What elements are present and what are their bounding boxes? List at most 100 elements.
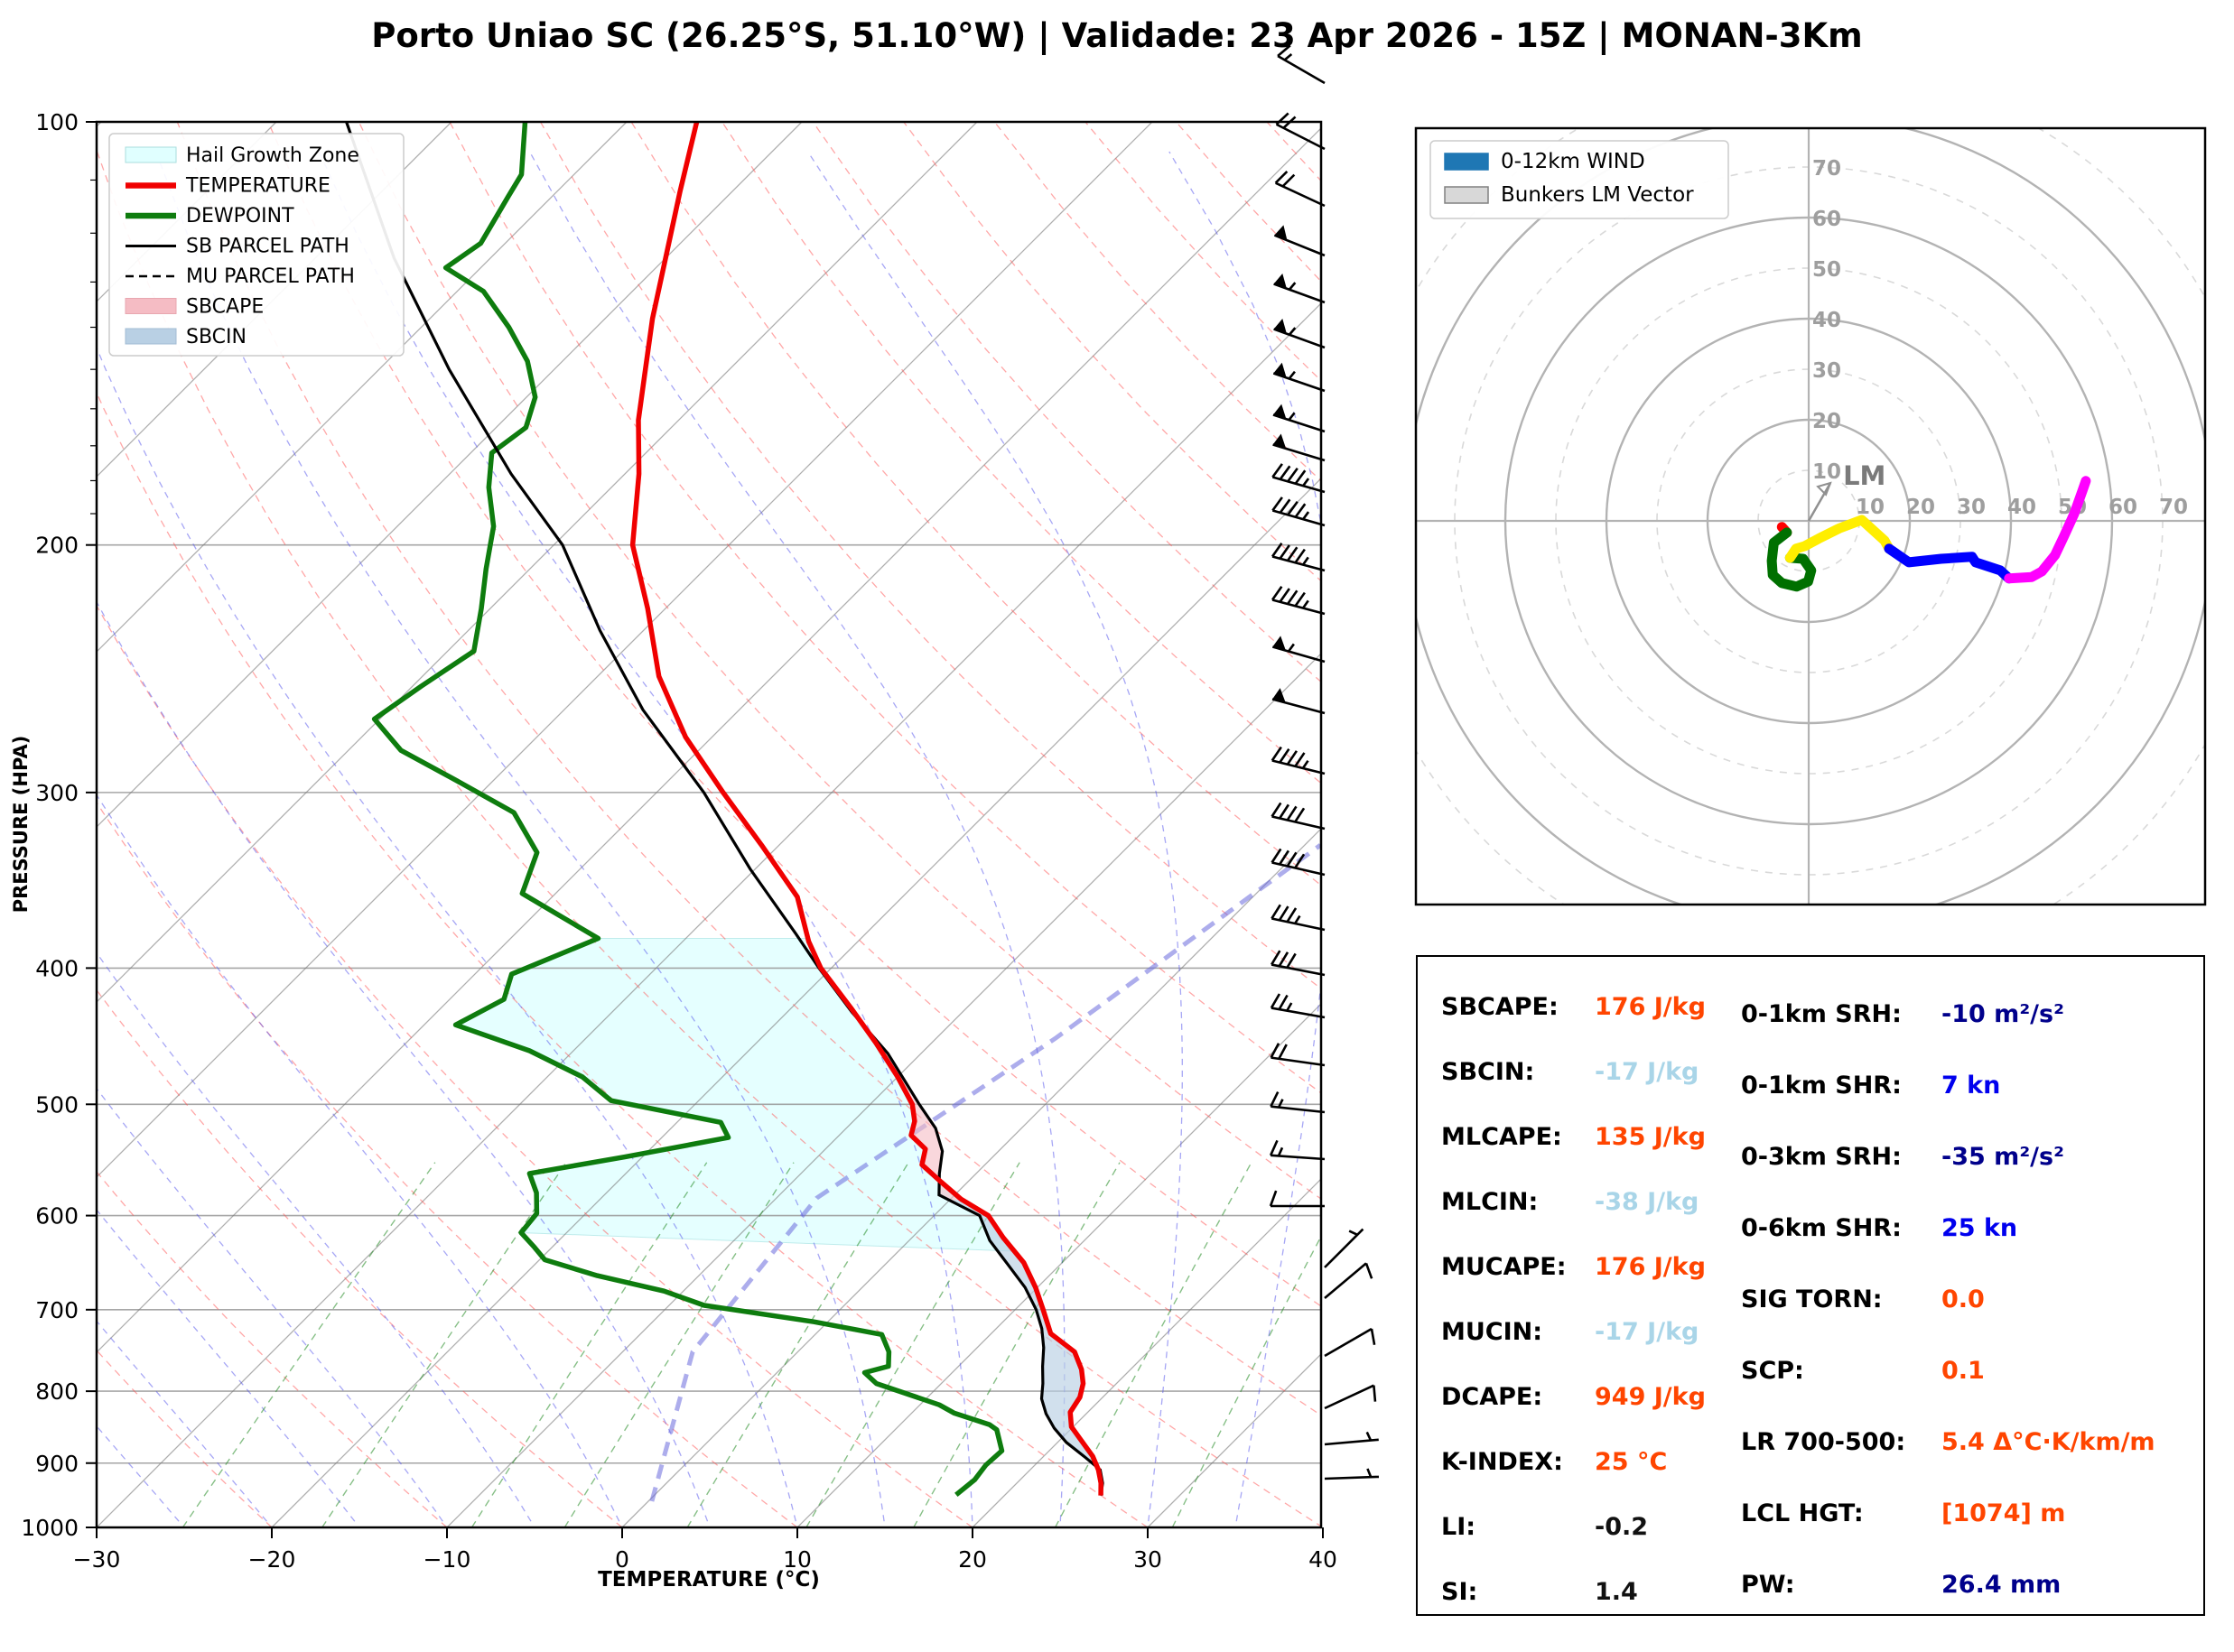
barb-full-tick: [1278, 1044, 1288, 1060]
stat-row-left-3: MLCIN: -38 J/kg: [1441, 1188, 2194, 1216]
stat-value: 7 kn: [1941, 1072, 2001, 1100]
stat-row-left-1: SBCIN: -17 J/kg: [1441, 1058, 2194, 1086]
barb-full-tick: [1286, 907, 1298, 923]
barb-shaft: [1324, 1262, 1367, 1299]
barb-shaft: [1271, 698, 1326, 715]
ring-label-vertical: 70: [1812, 157, 1841, 181]
barb-pennant: [1272, 688, 1286, 703]
barb-full-tick: [1286, 805, 1298, 821]
pressure-tick-label: 600: [35, 1203, 79, 1230]
dry-adiabat-gridline: [97, 148, 1321, 1527]
stat-value: 26.4 mm: [1941, 1571, 2062, 1599]
stat-row-left-9: SI: 1.4: [1441, 1578, 2194, 1606]
bold-moist-adiabat-line: [649, 843, 1321, 1502]
stat-value: 135 J/kg: [1595, 1123, 1706, 1151]
mixing-ratio-gridline: [470, 1162, 708, 1527]
barb-half-tick: [1365, 1431, 1373, 1442]
moist-adiabat-gridline: [97, 1087, 443, 1522]
barb-shaft: [1272, 443, 1326, 462]
hodograph-trace-3-6km: [1784, 515, 1894, 563]
stat-row-right-1: 0-1km SHR: 7 kn: [1741, 1072, 2194, 1100]
temperature-curve: [629, 122, 1103, 1496]
barb-full-tick: [1294, 853, 1306, 869]
wind-barb: [1270, 950, 1326, 977]
bunkers-lm-vector: [1807, 482, 1832, 522]
barb-full-tick: [1287, 500, 1299, 516]
mixing-ratio-gridline: [321, 1162, 567, 1527]
ring-label-vertical: 20: [1812, 410, 1841, 433]
mixing-ratio-gridline: [182, 1162, 436, 1527]
barb-full-tick: [1271, 497, 1283, 512]
sb-parcel-curve: [345, 122, 1104, 1496]
sbcin-fill: [949, 1200, 1103, 1496]
wind-barb: [1271, 636, 1326, 664]
stat-value: 1.4: [1595, 1578, 1638, 1606]
wind-barb: [1272, 433, 1326, 462]
legend-item-label: SB PARCEL PATH: [186, 236, 349, 258]
barb-half-tick: [1366, 1468, 1373, 1478]
wind-barb: [1274, 170, 1326, 208]
wind-barb: [1324, 1468, 1380, 1480]
barb-full-tick: [1271, 848, 1282, 864]
barb-full-tick: [1286, 750, 1299, 766]
hodograph-frame: [1414, 126, 2207, 906]
legend-item-label: TEMPERATURE: [185, 175, 330, 198]
wind-barb: [1324, 1228, 1364, 1268]
stat-row-right-5: SCP: 0.1: [1741, 1357, 2194, 1385]
barb-full-tick: [1279, 747, 1290, 764]
stat-label: MUCIN:: [1441, 1318, 1543, 1346]
stat-row-right-4: SIG TORN: 0.0: [1741, 1285, 2194, 1313]
stat-label: SIG TORN:: [1741, 1285, 1883, 1313]
legend-item-label: MU PARCEL PATH: [186, 265, 355, 288]
wind-barb: [1269, 1139, 1326, 1161]
moist-adiabat-gridline: [1168, 151, 1321, 1522]
legend-swatch-0: [1444, 153, 1489, 171]
wind-barb: [1324, 1431, 1379, 1446]
stat-value: -35 m²/s²: [1941, 1143, 2064, 1171]
mixing-ratio-gridline: [913, 1162, 1121, 1527]
ring-label-vertical: 10: [1812, 460, 1841, 484]
barb-half-tick: [1287, 643, 1295, 653]
isotherm-gridline: [271, 478, 1321, 1527]
barb-full-tick: [1270, 993, 1281, 1009]
barb-full-tick: [1271, 463, 1283, 478]
wind-barb: [1277, 44, 1326, 85]
barb-full-tick: [1271, 542, 1283, 558]
moist-adiabat-gridline: [97, 346, 796, 1522]
temperature-tick-label: 30: [1133, 1546, 1162, 1573]
dry-adiabat-gridline: [630, 122, 1321, 886]
wind-barb: [1273, 318, 1326, 349]
barb-pennant: [1273, 318, 1287, 334]
isotherm-gridline: [97, 122, 978, 1003]
barb-half-tick: [1301, 599, 1309, 609]
stat-value: -17 J/kg: [1595, 1058, 1699, 1086]
barb-full-tick: [1277, 44, 1291, 57]
wind-barb: [1271, 585, 1326, 616]
stat-value: 949 J/kg: [1595, 1383, 1706, 1411]
stat-label: SBCAPE:: [1441, 993, 1559, 1021]
isotherm-gridline: [97, 122, 1153, 1178]
dry-adiabat-gridline: [449, 122, 1321, 1094]
barb-full-tick: [1269, 1190, 1278, 1207]
stat-value: -38 J/kg: [1595, 1188, 1699, 1216]
legend-item-label: Hail Growth Zone: [186, 144, 359, 167]
stat-value: 5.4 Δ°C·K/km/m: [1941, 1428, 2155, 1456]
stat-label: SBCIN:: [1441, 1058, 1535, 1086]
lm-arrowhead: [1816, 481, 1832, 497]
barb-half-tick: [1348, 1230, 1358, 1236]
stat-label: 0-1km SRH:: [1741, 1000, 1902, 1028]
barb-full-tick: [1286, 589, 1299, 605]
barb-full-tick: [1364, 1262, 1373, 1279]
hodograph-trace-6-9km: [1884, 543, 2015, 584]
barb-half-tick: [1288, 327, 1297, 336]
stat-label: LI:: [1441, 1513, 1476, 1541]
barb-full-tick: [1294, 503, 1307, 518]
isotherm-gridline: [446, 653, 1321, 1527]
stat-value: [1074] m: [1941, 1499, 2066, 1527]
dry-adiabat-gridline: [721, 122, 1321, 784]
barb-full-tick: [1287, 467, 1299, 483]
mixing-ratio-gridline: [686, 1162, 909, 1527]
stat-value: 25 °C: [1595, 1448, 1668, 1476]
moist-adiabat-gridline: [318, 151, 973, 1522]
